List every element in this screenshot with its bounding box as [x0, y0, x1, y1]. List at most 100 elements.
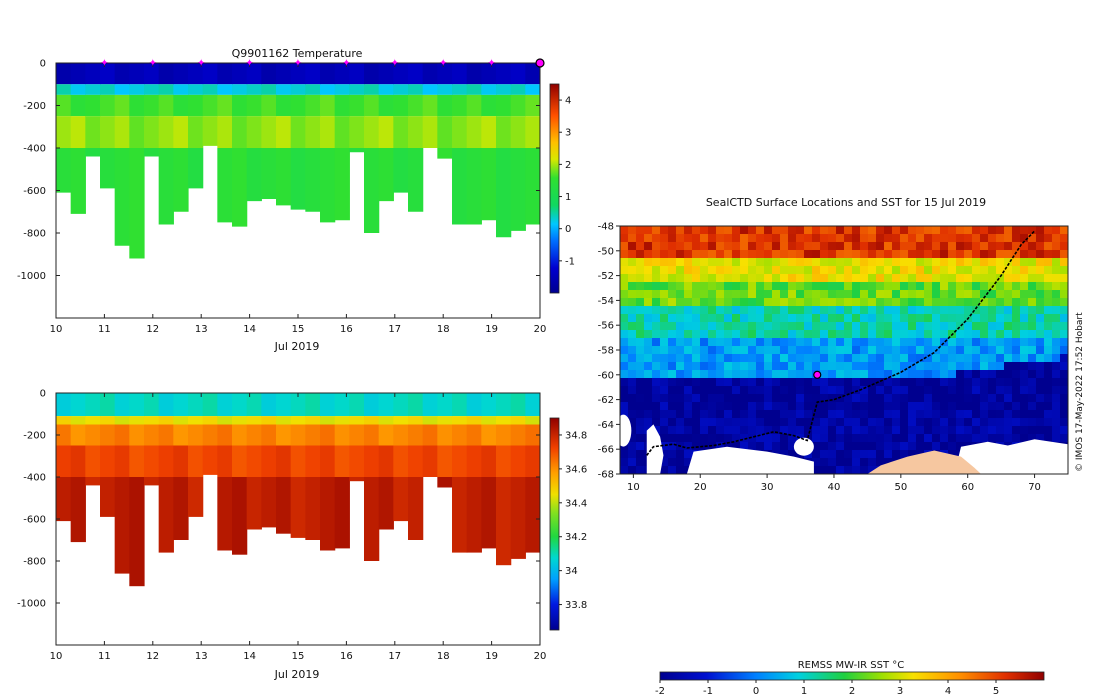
sst-cell: [756, 426, 765, 435]
sst-cell: [804, 362, 813, 371]
sst-cell: [1028, 426, 1037, 435]
sst-cell: [700, 370, 709, 379]
temperature-y-tick-label: -600: [23, 186, 46, 197]
sst-cell: [908, 418, 917, 427]
map-y-tick-label: -68: [598, 470, 614, 481]
sst-cell: [636, 418, 645, 427]
sst-cell: [812, 410, 821, 419]
sst-cell: [812, 314, 821, 323]
salinity-colorbar-tick-label: 34.6: [565, 464, 587, 475]
temperature-cell: [144, 148, 160, 157]
sst-cell: [796, 402, 805, 411]
sst-cell: [756, 234, 765, 243]
sst-cell: [876, 346, 885, 355]
sst-cell: [780, 314, 789, 323]
temperature-panel: Q9901162 Temperature 10 11 12 13 14 15 16 17 18 1…: [17, 47, 575, 353]
sst-cell: [1044, 306, 1053, 315]
sst-cell: [1060, 258, 1068, 267]
sst-cell: [868, 306, 877, 315]
sst-cell: [892, 266, 901, 275]
sst-cell: [620, 450, 629, 459]
sst-cell: [972, 418, 981, 427]
sst-cell: [708, 418, 717, 427]
sst-cell: [820, 322, 829, 331]
sst-cell: [844, 266, 853, 275]
salinity-cell: [496, 445, 512, 477]
sst-cell: [1036, 338, 1045, 347]
sst-cell: [852, 298, 861, 307]
sst-cell: [924, 250, 933, 259]
sst-cell: [1052, 226, 1061, 235]
salinity-y-tick-label: -200: [23, 431, 46, 442]
sst-cell: [980, 226, 989, 235]
sst-cell: [924, 386, 933, 395]
sst-cell: [1052, 338, 1061, 347]
sst-cell: [1004, 330, 1013, 339]
sst-cell: [924, 330, 933, 339]
sst-cell: [860, 442, 869, 451]
sst-cell: [964, 378, 973, 387]
temperature-cell: [481, 84, 497, 95]
sst-cell: [676, 338, 685, 347]
sst-cell: [940, 402, 949, 411]
sst-cell: [620, 330, 629, 339]
sst-cell: [684, 290, 693, 299]
sst-cell: [828, 306, 837, 315]
salinity-cell: [364, 416, 380, 425]
sst-cell: [660, 434, 669, 443]
sst-cell: [740, 330, 749, 339]
salinity-cell: [510, 416, 526, 425]
sst-cell: [652, 226, 661, 235]
sst-cell: [940, 338, 949, 347]
sst-cell: [748, 290, 757, 299]
sst-cell: [812, 346, 821, 355]
sst-cell: [628, 442, 637, 451]
sst-cell: [1012, 386, 1021, 395]
salinity-colorbar-tick-label: 33.8: [565, 600, 587, 611]
sst-cell: [892, 282, 901, 291]
salinity-cell: [188, 445, 204, 477]
sst-cell: [972, 378, 981, 387]
sst-cell: [804, 250, 813, 259]
sst-cell: [852, 290, 861, 299]
sst-cell: [828, 274, 837, 283]
sst-cell: [980, 346, 989, 355]
sst-cell: [828, 410, 837, 419]
sst-cell: [884, 322, 893, 331]
sst-cell: [844, 442, 853, 451]
sst-cell: [628, 298, 637, 307]
sst-cell: [644, 378, 653, 387]
temperature-cell: [144, 84, 160, 95]
map-y-tick-label: -54: [598, 296, 614, 307]
sst-cell: [900, 226, 909, 235]
sst-cell: [916, 322, 925, 331]
sst-cell: [916, 378, 925, 387]
sst-cell: [668, 274, 677, 283]
salinity-cell: [305, 424, 321, 446]
salinity-cell: [144, 445, 160, 477]
sst-cell: [796, 378, 805, 387]
sst-cell: [716, 314, 725, 323]
sst-cell: [716, 362, 725, 371]
sst-cell: [764, 362, 773, 371]
temperature-cell: [232, 116, 248, 149]
salinity-colorbar-tick-label: 34.8: [565, 430, 587, 441]
sst-cell: [900, 314, 909, 323]
sst-cell: [1060, 298, 1068, 307]
sst-cell: [740, 354, 749, 363]
sst-cell: [988, 434, 997, 443]
sst-cell: [844, 426, 853, 435]
sst-cell: [852, 346, 861, 355]
sst-cell: [764, 274, 773, 283]
sst-cell: [940, 386, 949, 395]
sst-cell: [1044, 346, 1053, 355]
sst-cell: [924, 354, 933, 363]
sst-cell: [684, 242, 693, 251]
sst-cell: [1052, 370, 1061, 379]
salinity-y-tick-label: 0: [40, 389, 46, 400]
sst-cell: [660, 330, 669, 339]
sst-cell: [708, 402, 717, 411]
temperature-cell: [217, 116, 233, 149]
sst-cell: [1012, 370, 1021, 379]
sst-cell: [948, 314, 957, 323]
